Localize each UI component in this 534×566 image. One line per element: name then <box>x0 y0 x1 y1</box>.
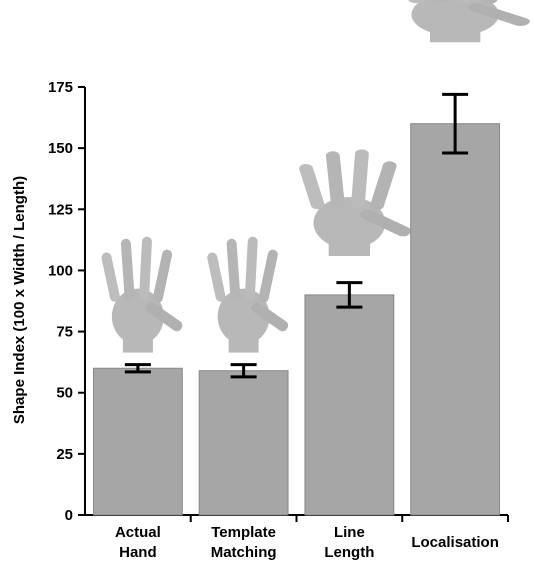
hand-image <box>297 149 414 256</box>
y-tick-label: 100 <box>48 262 73 279</box>
bar <box>304 294 395 516</box>
error-bar <box>336 281 363 309</box>
x-tick-label: Localisation <box>411 534 499 551</box>
y-tick-label: 75 <box>56 324 73 341</box>
bar <box>92 367 183 516</box>
y-tick-label: 125 <box>48 201 73 218</box>
y-tick-label: 175 <box>48 79 73 96</box>
y-tick-label: 50 <box>56 385 73 402</box>
hand-image <box>100 236 185 353</box>
bar <box>198 370 289 516</box>
hand-image <box>392 0 534 43</box>
y-tick-label: 0 <box>65 507 73 524</box>
error-bar <box>442 92 469 155</box>
y-tick-label: 150 <box>48 140 73 157</box>
error-bar <box>124 363 151 374</box>
error-bar <box>230 363 257 379</box>
x-tick-label: Line Length <box>324 524 374 561</box>
y-tick-label: 25 <box>56 446 73 463</box>
x-tick-label: Actual Hand <box>115 524 161 561</box>
bar <box>410 123 501 516</box>
y-axis-label: Shape Index (100 x Width / Length) <box>11 176 28 424</box>
hand-image <box>206 236 291 353</box>
x-tick-label: Template Matching <box>211 524 277 561</box>
